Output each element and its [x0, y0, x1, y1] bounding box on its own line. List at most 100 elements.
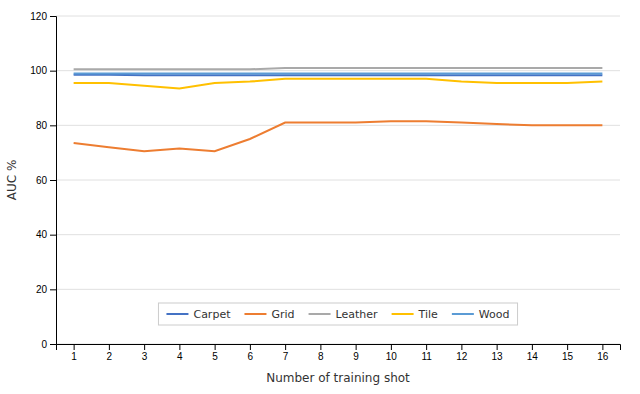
- x-tick-label: 3: [142, 351, 148, 362]
- y-tick-mark: [50, 235, 56, 236]
- x-tick: 15: [562, 344, 574, 362]
- x-tick: 6: [248, 344, 254, 362]
- legend-swatch: [452, 313, 474, 315]
- series-line: [74, 74, 603, 77]
- x-tick-label: 9: [353, 351, 359, 362]
- legend-swatch: [244, 313, 266, 315]
- y-tick-label: 80: [36, 120, 48, 131]
- y-tick-label: 0: [41, 339, 47, 350]
- x-axis: 12345678910111213141516: [57, 344, 621, 362]
- x-tick: 12: [456, 344, 468, 362]
- legend-label: Leather: [336, 308, 378, 321]
- x-tick-mark: [250, 344, 251, 350]
- x-tick-mark: [497, 344, 498, 350]
- series-line: [74, 79, 603, 89]
- x-tick: 1: [71, 344, 77, 362]
- legend-swatch: [309, 313, 331, 315]
- y-axis: 0 20 40 60 80 100 120: [30, 11, 56, 350]
- x-tick-mark: [391, 344, 392, 350]
- legend-swatch: [166, 313, 188, 315]
- y-tick: 120: [30, 11, 56, 22]
- x-tick: 3: [142, 344, 148, 362]
- legend-label: Carpet: [193, 308, 231, 321]
- x-tick-mark: [285, 344, 286, 350]
- x-tick-label: 1: [71, 351, 77, 362]
- y-tick-mark: [50, 125, 56, 126]
- grid-line: [56, 16, 620, 17]
- legend-box: [158, 303, 517, 325]
- grid-line: [56, 234, 620, 235]
- x-tick-mark: [356, 344, 357, 350]
- y-tick-label: 100: [30, 65, 47, 76]
- y-tick: 40: [36, 229, 56, 240]
- legend-label: Grid: [271, 308, 294, 321]
- x-axis-title: Number of training shot: [266, 371, 410, 385]
- x-tick-label: 15: [562, 351, 574, 362]
- y-tick-label: 40: [36, 229, 48, 240]
- legend-label: Tile: [418, 308, 438, 321]
- x-tick-mark: [144, 344, 145, 350]
- x-tick: 7: [283, 344, 289, 362]
- series-line: [74, 72, 603, 74]
- x-tick-label: 8: [318, 351, 324, 362]
- x-tick-label: 11: [421, 351, 432, 362]
- legend: Carpet Grid Leather Tile Wood: [158, 303, 517, 325]
- x-tick: 14: [527, 344, 539, 362]
- x-tick-label: 5: [212, 351, 218, 362]
- y-tick: 80: [36, 120, 56, 131]
- y-tick: 0: [41, 339, 56, 350]
- grid-line: [56, 70, 620, 71]
- y-axis-title: AUC %: [5, 160, 19, 201]
- plot: 12345678910111213141516020406080100120Ca…: [30, 11, 620, 362]
- x-tick: 9: [353, 344, 359, 362]
- x-tick: 16: [597, 344, 609, 362]
- x-tick: 10: [386, 344, 398, 362]
- x-tick-mark: [320, 344, 321, 350]
- x-tick: 4: [177, 344, 183, 362]
- legend-item: Carpet: [166, 308, 231, 321]
- x-tick-mark: [179, 344, 180, 350]
- x-tick-mark: [567, 344, 568, 350]
- x-tick: 8: [318, 344, 324, 362]
- x-tick: 2: [107, 344, 113, 362]
- y-tick: 60: [36, 175, 56, 186]
- x-tick-mark: [109, 344, 110, 350]
- grid-line: [56, 289, 620, 290]
- x-axis-line: [57, 345, 621, 351]
- legend-label: Wood: [479, 308, 510, 321]
- legend-item: Leather: [309, 308, 378, 321]
- x-tick-label: 14: [527, 351, 539, 362]
- y-tick: 20: [36, 284, 56, 295]
- y-tick-mark: [50, 71, 56, 72]
- legend-item: Grid: [244, 308, 294, 321]
- grid: [56, 16, 620, 344]
- x-tick-label: 6: [248, 351, 254, 362]
- x-tick-label: 16: [597, 351, 609, 362]
- x-tick-mark: [532, 344, 533, 350]
- x-tick-mark: [602, 344, 603, 350]
- chart: 12345678910111213141516020406080100120Ca…: [0, 0, 640, 394]
- legend-item: Tile: [392, 308, 438, 321]
- legend-swatch: [392, 313, 414, 315]
- x-tick: 13: [492, 344, 504, 362]
- series-line: [74, 68, 603, 69]
- y-axis-line: [50, 17, 57, 345]
- x-tick-label: 10: [386, 351, 398, 362]
- series-line: [74, 121, 603, 151]
- x-tick: 5: [212, 344, 218, 362]
- x-tick-label: 12: [456, 351, 468, 362]
- x-tick-label: 13: [492, 351, 504, 362]
- x-tick-mark: [426, 344, 427, 350]
- legend-item: Wood: [452, 308, 510, 321]
- lines: [74, 68, 603, 151]
- x-tick-label: 7: [283, 351, 289, 362]
- x-tick: 11: [421, 344, 432, 362]
- y-tick-mark: [50, 180, 56, 181]
- y-tick-mark: [50, 344, 56, 345]
- x-tick-mark: [215, 344, 216, 350]
- x-tick-mark: [461, 344, 462, 350]
- grid-line: [56, 180, 620, 181]
- y-tick-mark: [50, 289, 56, 290]
- y-tick: 100: [30, 65, 56, 76]
- y-tick-label: 20: [36, 284, 48, 295]
